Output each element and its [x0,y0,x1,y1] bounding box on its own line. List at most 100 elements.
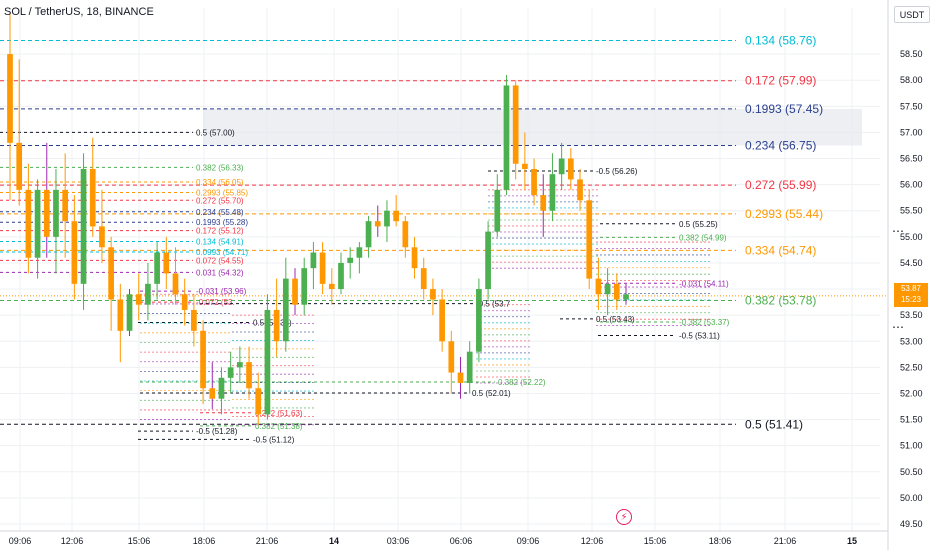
fib-label-mid: -0.5 (51.28) [196,427,238,436]
candle-body [227,367,234,378]
candle-body [558,158,565,175]
candle-body [89,168,96,227]
candle-body [319,252,326,284]
fib-label-left: 0.134 (54.91) [196,238,244,247]
candle-body [457,372,464,384]
candle-body [466,351,473,384]
more-options-icon[interactable]: ⋯ [892,224,904,238]
candle-body [476,289,482,352]
candle-body [282,278,289,342]
y-tick-label: 51.00 [900,441,923,451]
zone-rect [203,108,862,146]
candle-body [71,221,78,284]
candle-body [512,85,519,164]
candle-body [347,257,354,263]
x-tick-label: 21:06 [256,536,279,546]
fib-label-recent: 0.5 (55.25) [679,220,718,229]
y-tick-label: 52.50 [900,362,923,372]
fib-label: 0.134 (58.76) [745,34,816,48]
candle-body [485,231,491,290]
fib-label-left: 0.072 (54.55) [196,256,244,265]
candle-body [522,163,528,169]
x-tick-label: 15 [847,536,857,546]
fib-label-left: 0.1993 (55.28) [196,218,248,227]
fib-label-left: 0.172 (55.12) [196,227,244,236]
candle-body [430,289,436,300]
candle-body [246,362,252,389]
fib-label-mid: 0.382 (51.38) [255,422,303,431]
zone-layer [203,108,862,146]
y-tick-label: 50.50 [900,467,923,477]
candle-body [356,247,363,258]
fib-label-left: 0.334 (56.05) [196,178,244,187]
candle-body [531,168,537,196]
candle-body [99,226,105,248]
candle-body [135,294,142,305]
y-tick-label: 50.00 [900,493,923,503]
more-options-icon-2[interactable]: ⋯ [892,320,904,334]
candle-body [154,252,160,284]
fib-label-mid: -0.5 (51.12) [253,435,295,444]
candle-body [567,158,574,180]
candle-body [301,268,308,305]
lightning-icon[interactable]: ⚡ [616,509,632,525]
x-tick-label: 09:06 [517,536,540,546]
y-tick-label: 52.00 [900,388,923,398]
fib-label: 0.1993 (57.45) [745,102,823,116]
x-tick-label: 12:06 [581,536,604,546]
fib-label-recent: 0.382 (54.99) [679,233,727,242]
y-tick-label: 53.00 [900,336,923,346]
candle-body [328,283,335,290]
candle-body [494,189,501,232]
candle-body [411,247,418,269]
fib-label-left: 0.272 (55.70) [196,196,244,205]
x-tick-label: 14 [329,536,339,546]
y-tick-label: 51.50 [900,415,923,425]
fib-label-left: 0.2993 (55.85) [196,188,248,197]
candles [7,12,629,425]
candle-body [34,189,41,258]
candle-body [623,294,629,300]
x-tick-label: 18:06 [193,536,216,546]
candle-body [365,221,372,248]
candle-body [439,299,445,342]
x-tick-label: 15:06 [644,536,667,546]
candle-body [595,278,602,295]
fib-label: 0.172 (57.99) [745,74,816,88]
fib-label: 0.234 (56.75) [745,138,816,152]
chart-title: SOL / TetherUS, 18, BINANCE [4,6,154,18]
fib-label-recent: -0.5 (53.11) [679,332,720,341]
fib-label-mid: -0.5 (53.7 [476,300,511,309]
fib-label-recent: -0.031 (54.11) [679,279,729,288]
fib-label-recent: -0.382 (53.37) [679,318,730,327]
candle-body [420,268,427,290]
candle-body [218,377,225,399]
candle-body [586,200,593,279]
fib-label: 0.5 (51.41) [745,417,803,431]
candle-body [402,221,409,248]
fib-label: 0.382 (53.78) [745,294,816,308]
candle-body [292,278,298,305]
fib-label-left: 0.5 (57.00) [196,128,235,137]
candle-body [338,262,344,290]
fib-label-mid: -0.072 (53. [196,298,235,307]
candle-body [163,252,170,274]
fib-levels: 0.134 (58.76) 0.172 (57.99) 0.1993 (57.45)… [0,34,888,444]
y-tick-label: 58.00 [900,75,923,85]
fib-label: 0.334 (54.74) [745,243,816,257]
candle-body [16,142,23,190]
candle-body [264,309,271,415]
y-tick-label: 55.50 [900,206,923,216]
candle-body [191,309,197,331]
x-tick-label: 03:06 [387,536,410,546]
x-tick-label: 15:06 [128,536,151,546]
candle-body [374,221,381,227]
currency-badge[interactable]: USDT [894,6,930,23]
grid [0,8,880,531]
candle-body [273,309,280,342]
fib-label-mid: 0.272 (51.63) [255,409,303,418]
last-price-badge: 53.87 15:23 [894,283,928,307]
fib-label-recent: 0.5 (53.43) [596,315,635,324]
